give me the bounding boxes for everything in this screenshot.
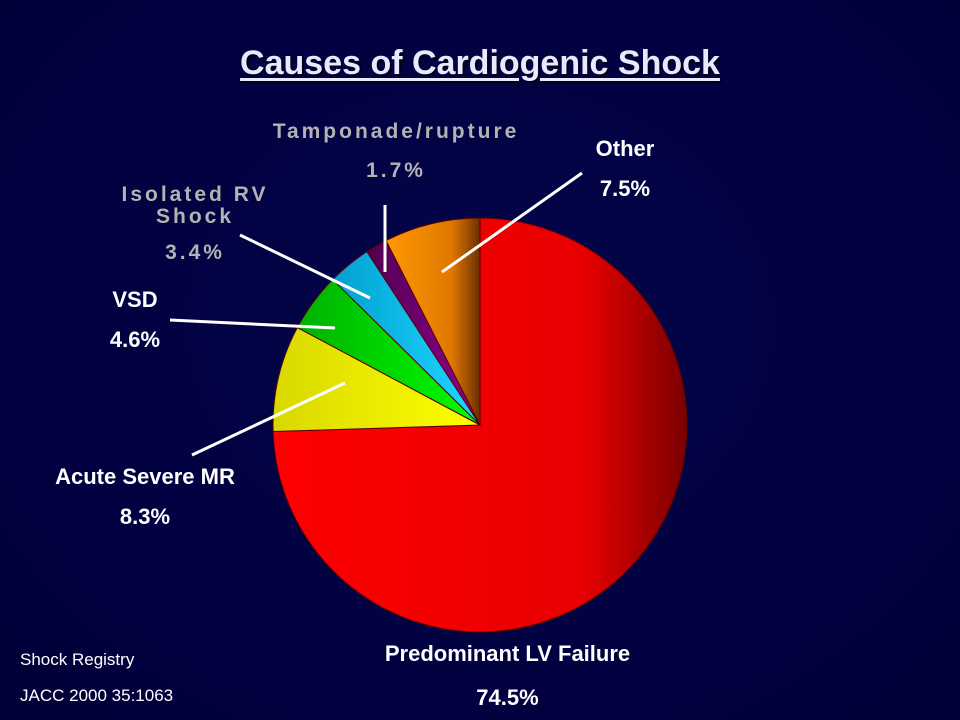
leader-line-mr: [191, 381, 346, 457]
leader-line-other: [441, 171, 583, 274]
source-registry: Shock Registry: [20, 650, 135, 669]
label-lv-failure-name: Predominant LV Failure: [384, 641, 631, 666]
label-tamponade-name: Tamponade/rupture: [272, 120, 520, 143]
leader-line-vsd: [169, 318, 336, 330]
label-vsd-value: 4.6%: [109, 327, 161, 352]
label-vsd-name: VSD: [112, 287, 158, 312]
leader-line-rv: [239, 233, 371, 300]
label-acute-mr: Acute Severe MR 8.3%: [20, 464, 270, 530]
label-isolated-rv: Isolated RV Shock 3.4%: [100, 184, 290, 264]
label-tamponade-value: 1.7%: [366, 159, 426, 182]
label-isolated-rv-value: 3.4%: [165, 241, 225, 264]
slide-title: Causes of Cardiogenic Shock: [240, 44, 720, 82]
label-lv-failure: Predominant LV Failure 74.5%: [330, 641, 685, 711]
label-lv-failure-value: 74.5%: [476, 685, 539, 710]
label-tamponade: Tamponade/rupture 1.7%: [262, 121, 530, 182]
source-citation: JACC 2000 35:1063: [20, 686, 174, 705]
label-acute-mr-name: Acute Severe MR: [55, 464, 235, 489]
label-vsd: VSD 4.6%: [85, 287, 185, 353]
label-other-name: Other: [595, 136, 655, 161]
label-acute-mr-value: 8.3%: [119, 504, 171, 529]
label-other-value: 7.5%: [599, 176, 651, 201]
slice-other: [385, 217, 481, 426]
label-isolated-rv-name: Isolated RV Shock: [121, 183, 269, 228]
label-other: Other 7.5%: [560, 136, 690, 202]
slice-acute-mr: [272, 326, 482, 433]
